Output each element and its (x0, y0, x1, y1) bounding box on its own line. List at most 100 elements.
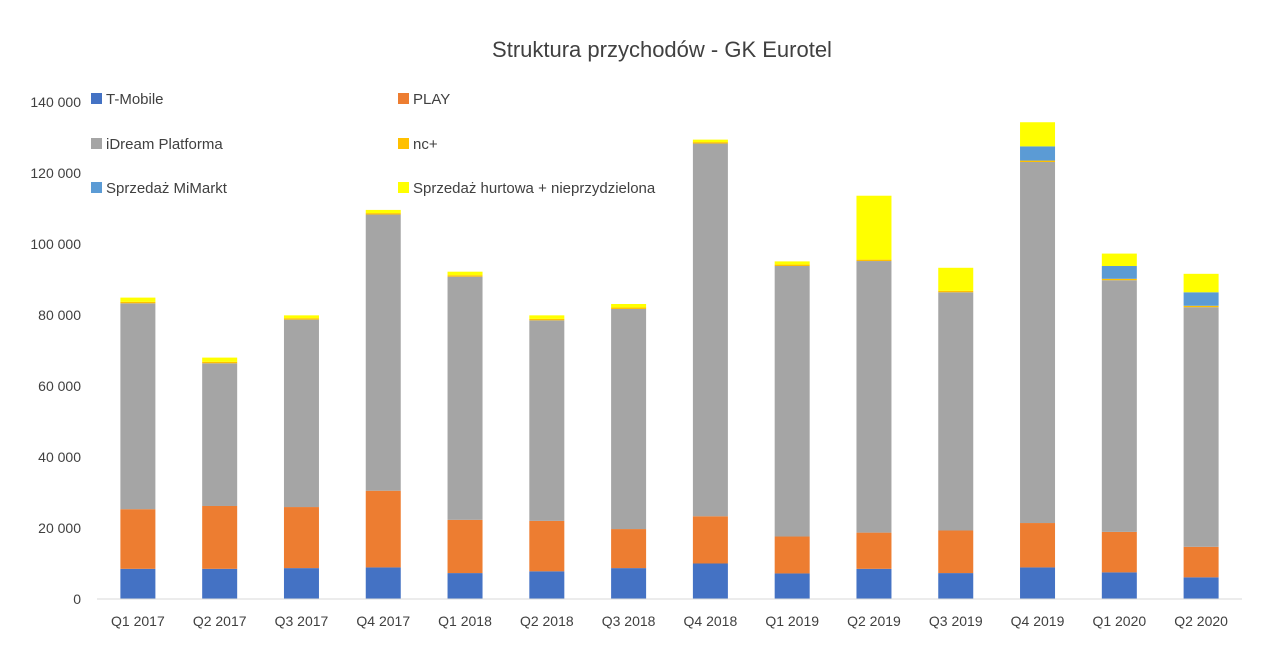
x-tick-label: Q1 2020 (1092, 613, 1146, 629)
x-tick-label: Q1 2017 (111, 613, 165, 629)
bar-segment (529, 520, 565, 572)
bar-segment (856, 568, 892, 599)
bar-segment (1101, 280, 1137, 532)
bar-segment (1020, 161, 1056, 524)
bar-segment (692, 516, 728, 564)
x-tick-label: Q1 2018 (438, 613, 492, 629)
bar-segment (1020, 567, 1056, 599)
bar-segment (1020, 523, 1056, 568)
bar-segment (611, 568, 647, 599)
bar-segment (1183, 307, 1219, 547)
legend-label: T-Mobile (106, 91, 164, 108)
legend-label: PLAY (413, 91, 450, 108)
legend-swatch (398, 138, 409, 149)
x-tick-label: Q3 2017 (275, 613, 329, 629)
bar-segment (1020, 160, 1056, 162)
bar-segment (692, 143, 728, 517)
bar-segment (283, 315, 319, 319)
bar-segment (938, 530, 974, 574)
bar-segment (1101, 531, 1137, 573)
bar-segment (1183, 546, 1219, 578)
bar-segment (529, 318, 565, 321)
x-tick-label: Q3 2018 (602, 613, 656, 629)
y-tick-label: 140 000 (30, 94, 81, 110)
bar-segment (120, 509, 156, 569)
chart-title: Struktura przychodów - GK Eurotel (492, 37, 832, 62)
bar-segment (938, 267, 974, 291)
legend-swatch (398, 93, 409, 104)
bar-segment (611, 307, 647, 309)
bar-segment (1020, 122, 1056, 147)
bar-segment (529, 320, 565, 521)
y-tick-label: 20 000 (38, 520, 81, 536)
bar-segment (202, 505, 238, 569)
bar-segment (856, 259, 892, 262)
bar-segment (202, 568, 238, 599)
x-tick-label: Q1 2019 (765, 613, 819, 629)
bar-segment (1183, 305, 1219, 308)
bar-segment (202, 363, 238, 506)
bar-segment (1101, 572, 1137, 599)
y-tick-label: 40 000 (38, 449, 81, 465)
x-tick-label: Q4 2018 (684, 613, 738, 629)
bar-segment (1183, 577, 1219, 599)
bar-segment (938, 573, 974, 599)
bar-segment (447, 276, 483, 520)
bar-segment (611, 529, 647, 569)
bar-segment (365, 567, 401, 599)
bar-segment (774, 261, 810, 265)
y-tick-label: 80 000 (38, 307, 81, 323)
bar-segment (283, 507, 319, 569)
bar-segment (529, 571, 565, 599)
bar-segment (1101, 253, 1137, 267)
bar-segment (1183, 273, 1219, 293)
bar-segment (1183, 292, 1219, 306)
bar-segment (283, 319, 319, 508)
x-tick-label: Q4 2019 (1011, 613, 1065, 629)
y-axis: 0 20 000 40 000 60 000 80 000 100 000 120 000 1… (30, 94, 81, 607)
legend-swatch (91, 182, 102, 193)
y-tick-label: 60 000 (38, 378, 81, 394)
bar-segment (447, 573, 483, 599)
bar-segment (447, 271, 483, 276)
legend: T-Mobile PLAY iDream Platforma nc+ Sprzedaż … (91, 91, 656, 197)
plot-area (120, 122, 1219, 599)
bar-segment (692, 139, 728, 143)
x-tick-label: Q2 2020 (1174, 613, 1228, 629)
bar-segment (692, 563, 728, 599)
x-tick-label: Q2 2017 (193, 613, 247, 629)
bar-segment (202, 361, 238, 364)
bar-segment (856, 261, 892, 533)
bar-segment (774, 573, 810, 599)
bar-segment (447, 519, 483, 574)
bar-segment (202, 357, 238, 362)
x-tick-label: Q2 2019 (847, 613, 901, 629)
bar-segment (611, 303, 647, 308)
x-axis: Q1 2017 Q2 2017 Q3 2017 Q4 2017 Q1 2018 Q2 20… (111, 613, 1228, 629)
legend-swatch (91, 138, 102, 149)
legend-swatch (91, 93, 102, 104)
bar-segment (283, 318, 319, 320)
bar-segment (365, 213, 401, 215)
bar-segment (529, 315, 565, 319)
bar-segment (365, 214, 401, 491)
bar-segment (365, 209, 401, 214)
bar-segment (692, 142, 728, 144)
x-tick-label: Q4 2017 (356, 613, 410, 629)
bar-segment (120, 568, 156, 599)
y-tick-label: 100 000 (30, 236, 81, 252)
bar-segment (1020, 146, 1056, 161)
legend-label: nc+ (413, 136, 438, 153)
x-tick-label: Q2 2018 (520, 613, 574, 629)
bar-segment (1101, 278, 1137, 281)
bar-segment (611, 308, 647, 530)
bar-segment (120, 297, 156, 302)
bar-segment (938, 292, 974, 531)
bar-segment (774, 266, 810, 537)
bar-segment (938, 290, 974, 293)
legend-label: iDream Platforma (106, 136, 223, 153)
x-tick-label: Q3 2019 (929, 613, 983, 629)
y-tick-label: 0 (73, 591, 81, 607)
